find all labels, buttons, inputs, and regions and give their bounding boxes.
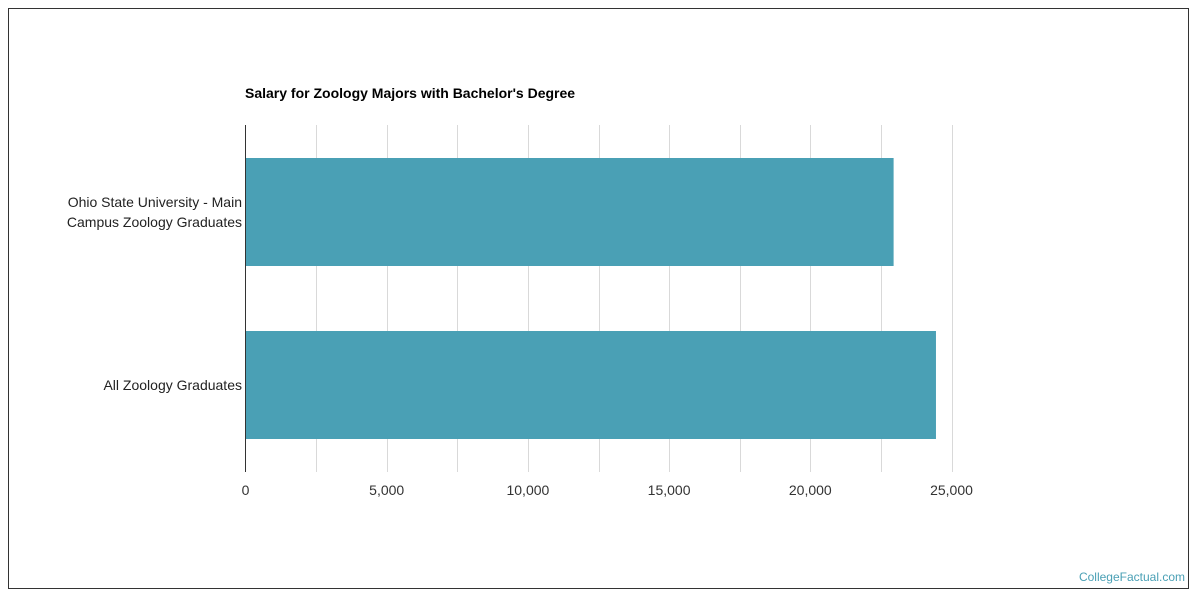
x-tick-label: 0 xyxy=(242,482,250,498)
chart-frame xyxy=(8,8,1189,589)
category-label: Ohio State University - Main Campus Zool… xyxy=(66,194,242,230)
x-tick-label: 20,000 xyxy=(789,482,832,498)
x-tick-label: 5,000 xyxy=(369,482,404,498)
bar xyxy=(246,331,936,439)
category-label: All Zoology Graduates xyxy=(103,377,242,393)
watermark-text: CollegeFactual.com xyxy=(1078,570,1185,584)
x-axis-ticks: 0 5,000 10,000 15,000 20,000 25,000 xyxy=(242,482,974,498)
chart-title: Salary for Zoology Majors with Bachelor'… xyxy=(245,85,576,101)
bar xyxy=(246,158,894,266)
x-tick-label: 25,000 xyxy=(930,482,973,498)
bars xyxy=(246,158,936,439)
x-tick-label: 10,000 xyxy=(506,482,549,498)
x-tick-label: 15,000 xyxy=(648,482,691,498)
